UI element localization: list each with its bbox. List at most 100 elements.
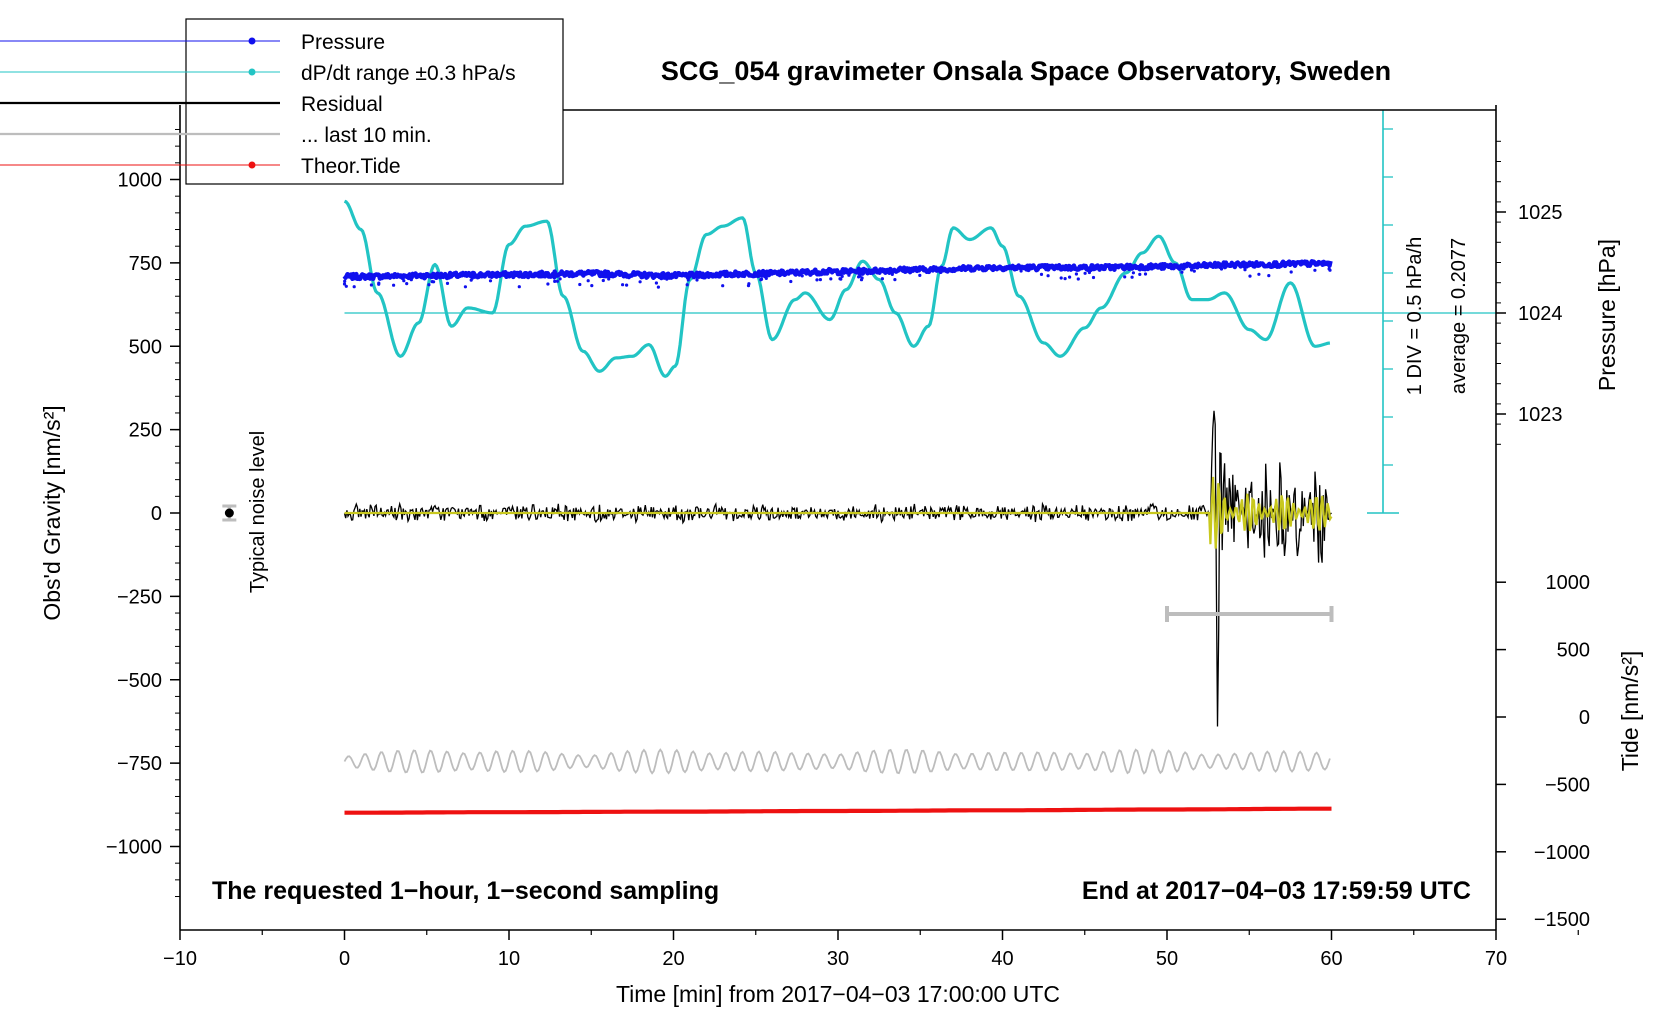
series-pressure-point [1083, 271, 1087, 275]
series-pressure-point [764, 276, 768, 280]
series-pressure-point [1138, 272, 1142, 276]
series-pressure-point [1189, 268, 1194, 272]
series-pressure-point [469, 278, 473, 282]
sampling-note: The requested 1−hour, 1−second sampling [212, 877, 719, 905]
tide-tick-label: 0 [1579, 707, 1590, 729]
series-pressure-point [402, 279, 406, 283]
series-pressure-point [893, 278, 897, 282]
series-pressure-point [546, 282, 550, 286]
series-pressure-point [686, 278, 690, 282]
tide-tick-label: −1500 [1534, 909, 1590, 931]
series-pressure-point [859, 278, 864, 282]
pressure-tick-label: 1023 [1518, 404, 1563, 426]
series-pressure-point [343, 279, 347, 283]
series-pressure-point [1068, 275, 1072, 279]
series-pressure-point [1019, 269, 1023, 273]
series-pressure-point [857, 275, 861, 279]
series-pressure-point [601, 278, 605, 283]
x-tick-label: −10 [163, 948, 197, 970]
series-pressure-point [517, 285, 521, 289]
axes-layer: −10 0 10 20 30 40 50 60 70 −1000 −750 −500 −250 0 250 5… [106, 105, 1590, 970]
series-pressure-point [1039, 272, 1044, 276]
series-pressure-point [1243, 268, 1247, 272]
end-time-note: End at 2017−04−03 17:59:59 UTC [1082, 877, 1471, 905]
series-pressure-point [747, 282, 751, 286]
series-pressure-point [1074, 272, 1078, 276]
x-tick-label: 0 [339, 948, 350, 970]
series-pressure-point [352, 285, 356, 289]
x-tick-label: 50 [1156, 948, 1178, 970]
series-pressure-point [558, 277, 562, 281]
series-pressure-point [800, 274, 804, 278]
y-tick-label-left: −500 [117, 670, 162, 692]
series-pressure-point [607, 277, 611, 281]
series-pressure-point [405, 282, 409, 286]
series-pressure-point [839, 277, 843, 281]
series-tide-line [344, 806, 1332, 815]
series-pressure-point [409, 278, 413, 282]
series-pressure-point [1087, 270, 1091, 275]
x-tick-label: 20 [662, 948, 684, 970]
y-tick-label-left: 250 [129, 420, 162, 442]
series-pressure-point [695, 278, 699, 282]
noise-level-label: Typical noise level [247, 431, 269, 593]
y-tick-label-left: −1000 [106, 837, 162, 859]
series-pressure-point [1267, 274, 1271, 278]
series-pressure-point [890, 272, 894, 276]
series-pressure-point [1143, 272, 1148, 276]
series-pressure-point [721, 284, 725, 288]
series-pressure-point [344, 284, 348, 288]
series-pressure-point [1313, 268, 1317, 272]
series-pressure-point [578, 282, 582, 287]
legend-marker-pressure [248, 37, 256, 45]
x-tick-label: 30 [827, 948, 849, 970]
series-pressure-point [621, 283, 625, 287]
series-pressure-point [1248, 274, 1252, 278]
legend-label-tide: Theor.Tide [301, 155, 401, 178]
series-pressure-point [1328, 268, 1332, 272]
series-pressure-point [552, 276, 557, 280]
legend-marker-tide [248, 161, 256, 169]
x-axis-label: Time [min] from 2017−04−03 17:00:00 UTC [616, 981, 1060, 1007]
legend: Pressure dP/dt range ±0.3 hPa/s Residual… [0, 18, 564, 185]
series-pressure-point [654, 281, 659, 285]
series-pressure-point [1257, 272, 1261, 276]
series-pressure-point [445, 281, 450, 285]
series-pressure-point [553, 279, 557, 283]
y-tick-label-left: 750 [129, 253, 162, 275]
tide-tick-label: 1000 [1546, 572, 1591, 594]
series-pressure-point [1091, 275, 1096, 280]
series-pressure-point [1123, 275, 1127, 279]
series-pressure-point [1180, 270, 1184, 274]
series-pressure-line [342, 259, 1333, 282]
y-tick-label-left: 500 [129, 336, 162, 358]
x-tick-label: 60 [1320, 948, 1342, 970]
series-pressure-point [1131, 271, 1135, 275]
tide-tick-label: −500 [1545, 774, 1590, 796]
series-pressure-point [586, 279, 590, 283]
series-pressure-point [377, 282, 381, 286]
y-axis-label-tide: Tide [nm/s²] [1617, 651, 1643, 772]
series-pressure-point [1059, 276, 1063, 280]
series-pressure-point [1076, 277, 1080, 281]
y-axis-label-left: Obs'd Gravity [nm/s²] [39, 405, 65, 620]
series-pressure-point [430, 280, 434, 284]
series-pressure-point [1289, 270, 1293, 274]
series-pressure-point [392, 283, 396, 287]
noise-level-dot [224, 508, 234, 518]
series-filtered-line [344, 476, 1333, 549]
y-axis-label-pressure: Pressure [hPa] [1594, 239, 1620, 391]
series-pressure-point [342, 282, 347, 286]
series-layer [342, 199, 1496, 815]
series-pressure-point [1130, 275, 1134, 279]
legend-label-dpdt: dP/dt range ±0.3 hPa/s [301, 62, 516, 85]
x-tick-label: 10 [498, 948, 520, 970]
series-pressure-point [685, 283, 689, 287]
average-label: average = 0.2077 [1448, 238, 1470, 394]
series-pressure-point [463, 285, 467, 289]
series-pressure-point [369, 283, 373, 287]
series-last10-line [343, 748, 1331, 775]
series-pressure-point [818, 278, 823, 282]
series-pressure-point [656, 285, 661, 289]
series-dpdt-line [343, 199, 1331, 378]
